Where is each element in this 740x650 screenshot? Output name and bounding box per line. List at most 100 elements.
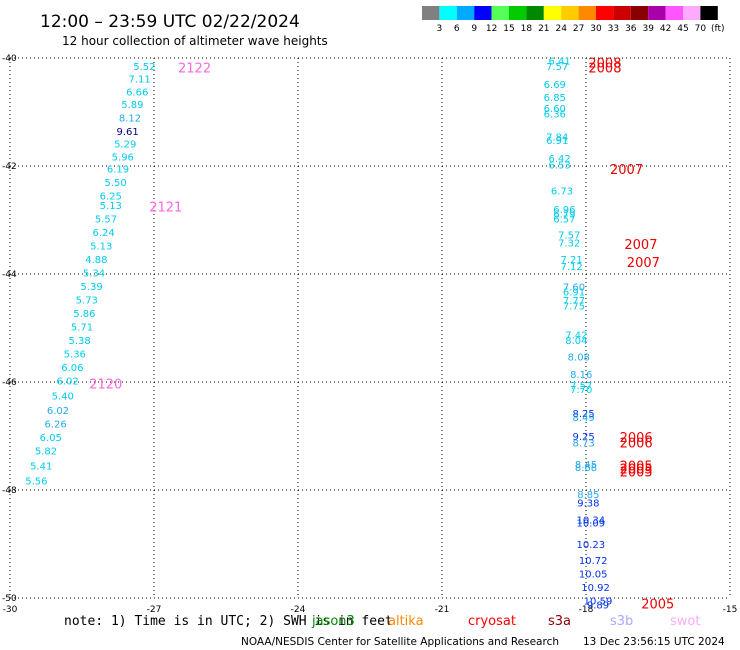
- pass-number-label: 2120: [89, 378, 122, 393]
- wave-height-value: 6.41: [548, 57, 570, 68]
- y-tick-label: -40: [2, 54, 17, 64]
- wave-height-value: 10.92: [581, 583, 610, 594]
- wave-height-value: 5.40: [52, 392, 74, 403]
- wave-height-value: 5.82: [35, 447, 57, 458]
- wave-height-value: 6.57: [553, 214, 575, 225]
- wave-height-value: 6.19: [107, 165, 129, 176]
- wave-height-value: 6.91: [563, 287, 585, 298]
- wave-height-value: 7.11: [128, 75, 150, 86]
- wave-height-value: 10.34: [576, 516, 605, 527]
- wave-height-value: 7.70: [570, 385, 592, 396]
- wave-height-value: 10.23: [576, 540, 605, 551]
- wave-height-value: 6.24: [92, 228, 114, 239]
- wave-height-value: 5.73: [76, 295, 98, 306]
- wave-height-value: 6.06: [61, 363, 83, 374]
- legend-swatch: [561, 6, 579, 20]
- x-axis-ticks: -30 -27 -24 -21 -18 -15: [3, 605, 738, 615]
- x-tick-label: -24: [291, 605, 306, 615]
- wave-height-value: 5.41: [30, 462, 52, 473]
- legend-swatch: [700, 6, 718, 20]
- wave-height-value: 8.12: [119, 113, 141, 124]
- wave-height-value: 7.21: [560, 255, 582, 266]
- pass-number-label: 2005: [641, 597, 674, 612]
- legend-label: 39: [642, 24, 654, 34]
- wave-height-value: 8.25: [572, 409, 594, 420]
- wave-height-value: 7.75: [563, 301, 585, 312]
- legend-label: 18: [521, 24, 533, 34]
- legend-label: 9: [471, 24, 477, 34]
- wave-height-value: 7.77: [563, 296, 585, 307]
- pass-number-label: 2122: [178, 62, 211, 77]
- wave-height-value: 6.66: [126, 87, 148, 98]
- wave-height-value: 7.12: [560, 262, 582, 273]
- wave-height-value: 6.69: [544, 80, 566, 91]
- footer-note: note: 1) Time is in UTC; 2) SWH is in fe…: [64, 614, 393, 629]
- wave-height-value: 6.96: [553, 205, 575, 216]
- wave-height-value: 6.26: [44, 420, 66, 431]
- wave-height-value: 10.09: [576, 518, 605, 529]
- x-tick-label: -15: [723, 605, 738, 615]
- y-tick-label: -46: [2, 378, 17, 388]
- legend-label: 21: [538, 24, 549, 34]
- legend-label: 27: [573, 24, 584, 34]
- wave-height-value: 5.39: [80, 282, 102, 293]
- wave-height-value: 5.89: [121, 100, 143, 111]
- legend-swatch: [596, 6, 614, 20]
- satellite-label: s3b: [610, 614, 633, 629]
- wave-height-value: 5.86: [73, 309, 95, 320]
- x-tick-label: -21: [435, 605, 450, 615]
- legend-swatch: [630, 6, 649, 20]
- wave-height-value: 7.57: [570, 381, 592, 392]
- wave-height-value: 8.04: [565, 336, 587, 347]
- satellite-label: jason3: [311, 614, 355, 629]
- wave-height-value: 5.96: [112, 152, 134, 163]
- satellite-label: s3a: [548, 614, 571, 629]
- legend-label: 70: [695, 24, 707, 34]
- wave-height-value: 7.57: [558, 231, 580, 242]
- timestamp-text: 13 Dec 23:56:15 UTC 2024: [583, 636, 725, 648]
- pass-number-label: 2006: [620, 436, 653, 451]
- wave-height-value: 8.49: [572, 413, 594, 424]
- wave-height-value: 6.73: [551, 186, 573, 197]
- wave-height-value: 9.38: [577, 498, 599, 509]
- wave-height-value: 5.36: [64, 349, 86, 360]
- wave-height-value: 5.56: [25, 476, 47, 487]
- satellite-legend: jason3 altika cryosat s3a s3b swot: [311, 614, 700, 629]
- legend-swatch: [439, 6, 457, 20]
- legend-swatch: [509, 6, 527, 20]
- legend-swatch: [578, 6, 596, 20]
- x-tick-label: -30: [3, 605, 18, 615]
- wave-height-value: 8.68: [575, 463, 597, 474]
- legend-unit: (ft): [711, 24, 725, 34]
- wave-height-value: 10.59: [584, 597, 613, 608]
- y-tick-label: -48: [2, 486, 17, 496]
- wave-height-value: 5.50: [104, 178, 126, 189]
- wave-height-value: 8.08: [568, 353, 590, 364]
- page-subtitle: 12 hour collection of altimeter wave hei…: [62, 34, 328, 48]
- wave-height-value: 7.32: [558, 239, 580, 250]
- legend-label: 30: [590, 24, 602, 34]
- pass-number-label: 2007: [627, 256, 660, 271]
- legend-label: 45: [677, 24, 688, 34]
- legend-swatch: [456, 6, 475, 20]
- pass-number-label: 2006: [620, 431, 653, 446]
- satellite-label: altika: [388, 614, 424, 629]
- y-tick-label: -42: [2, 162, 17, 172]
- legend-swatch: [613, 6, 631, 20]
- wave-height-value: 6.25: [100, 192, 122, 203]
- color-legend: 3 6 9 12 15 18 21 24 27 30 33 36 39 42 45 70: [422, 6, 718, 34]
- pass-number-label: 2005: [620, 462, 653, 477]
- legend-swatch: [683, 6, 701, 20]
- wave-height-value: 4.88: [85, 255, 107, 266]
- wave-height-value: 5.34: [83, 268, 105, 279]
- wave-height-value: 5.38: [68, 336, 90, 347]
- wave-height-value: 8.73: [572, 438, 594, 449]
- legend-swatch: [543, 6, 562, 20]
- x-tick-label: -27: [147, 605, 162, 615]
- legend-swatch: [491, 6, 509, 20]
- legend-swatch: [665, 6, 683, 20]
- legend-swatch: [526, 6, 544, 20]
- wave-height-value: 7.60: [563, 282, 585, 293]
